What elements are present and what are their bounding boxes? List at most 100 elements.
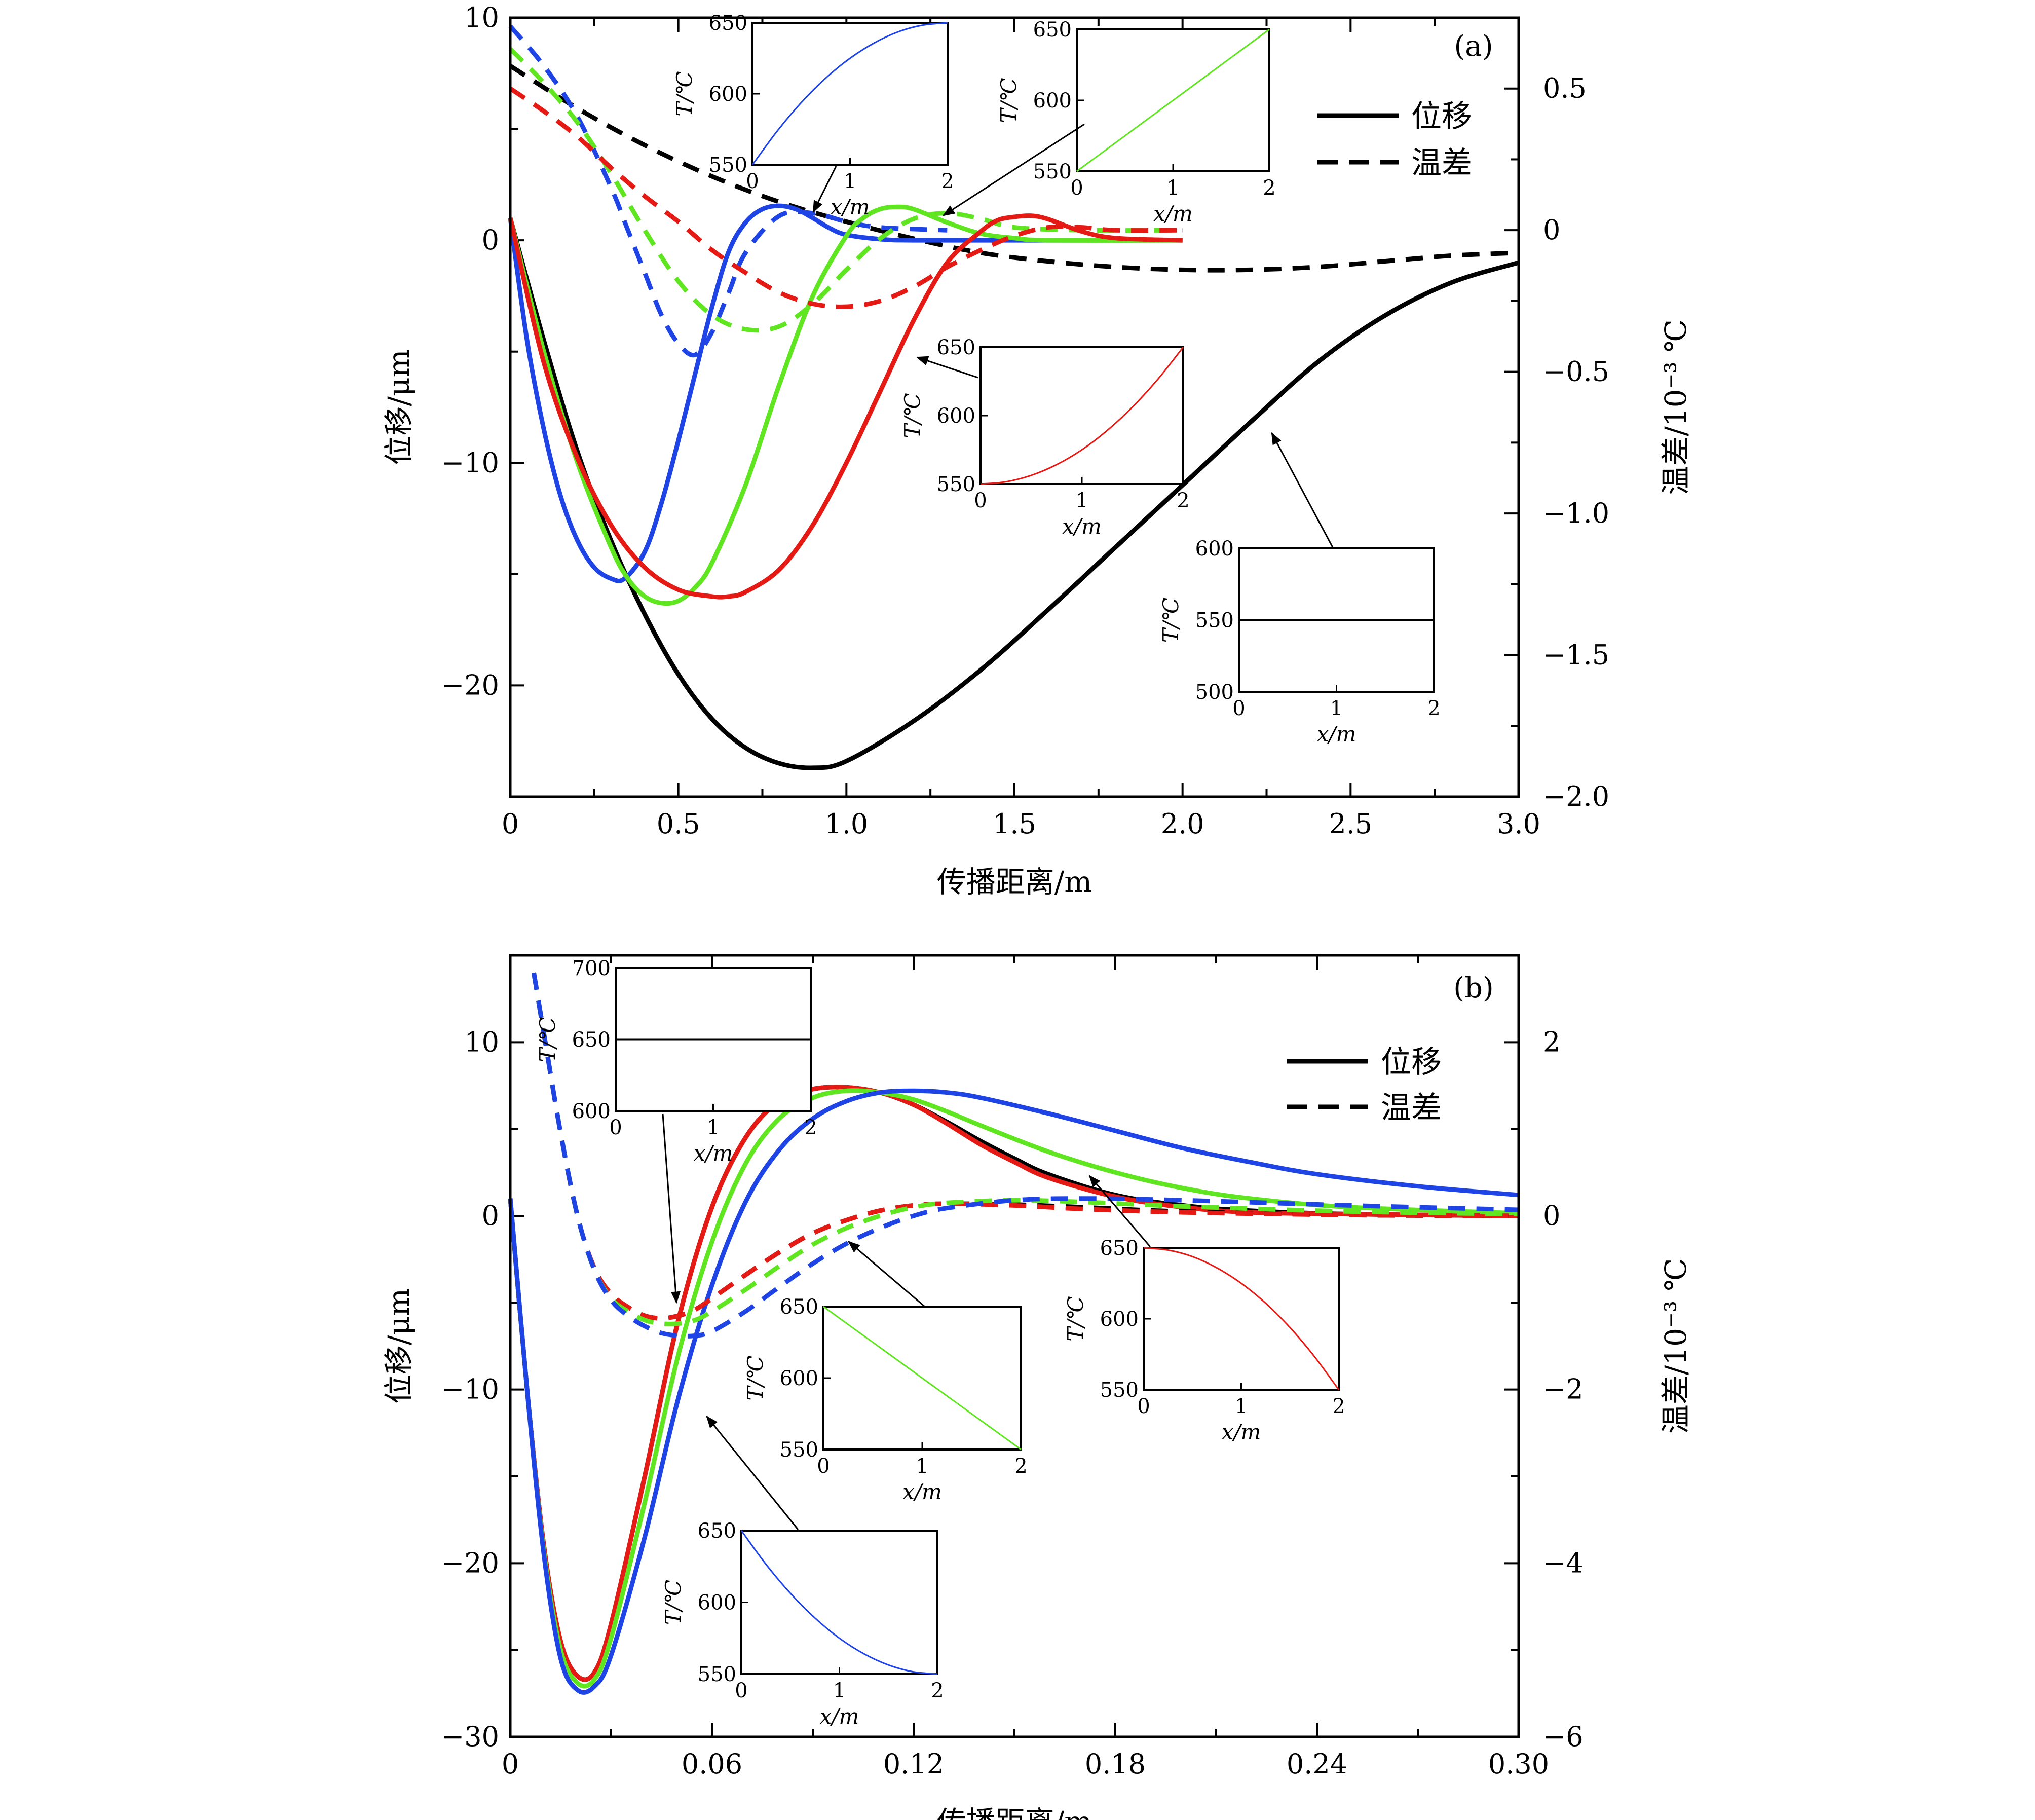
panel-label: (a) — [1454, 30, 1493, 63]
inset-green: 0 1 2 550 600 650 x/m T/℃ — [743, 1241, 1028, 1504]
inset-curve — [751, 22, 948, 165]
legend-solid-label: 位移 — [1381, 1045, 1442, 1080]
inset-red: 0 1 2 550 600 650 x/m T/℃ — [900, 336, 1190, 539]
y-right-tick-label: −4 — [1543, 1547, 1584, 1579]
x-tick-label: 0.12 — [883, 1748, 944, 1780]
panel-b: 0 0.06 0.12 0.18 0.24 0.30−30−20−10010−6−4−20… — [382, 954, 1693, 1820]
series-red-solid — [508, 213, 1183, 600]
inset-x-tick-label: 2 — [1427, 697, 1440, 720]
inset-curve — [980, 347, 1184, 485]
inset-y-tick-label: 600 — [709, 83, 747, 106]
inset-y-tick-label: 600 — [572, 1100, 611, 1123]
inset-x-tick-label: 0 — [735, 1679, 747, 1702]
series-black-solid — [508, 217, 1520, 770]
inset-arrow — [1088, 1175, 1151, 1247]
y-right-tick-label: −2 — [1543, 1373, 1584, 1405]
y-right-tick-label: −1.5 — [1543, 639, 1609, 671]
inset-y-tick-label: 700 — [572, 957, 611, 980]
y-right-tick-label: −6 — [1543, 1721, 1584, 1753]
x-tick-label: 0.06 — [682, 1748, 742, 1780]
inset-x-tick-label: 1 — [833, 1679, 846, 1702]
inset-y-tick-label: 550 — [937, 473, 975, 496]
y-left-tick-label: 0 — [482, 1200, 499, 1232]
inset-y-tick-label: 650 — [780, 1295, 818, 1319]
y-right-tick-label: −2.0 — [1543, 781, 1609, 812]
inset-arrow — [942, 123, 1085, 216]
inset-black: 0 1 2 600 650 700 x/m T/℃ — [535, 957, 817, 1304]
inset-x-tick-label: 2 — [1332, 1395, 1345, 1418]
inset-curve — [740, 1530, 938, 1675]
inset-curve — [1076, 28, 1270, 172]
inset-x-tick-label: 1 — [1235, 1395, 1248, 1418]
x-axis-label: 传播距离/m — [937, 865, 1092, 899]
inset-y-tick-label: 600 — [698, 1591, 736, 1615]
inset-y-tick-label: 650 — [1100, 1237, 1139, 1260]
inset-red: 0 1 2 550 600 650 x/m T/℃ — [1063, 1175, 1345, 1444]
inset-x-tick-label: 2 — [1263, 176, 1275, 200]
y-left-tick-label: −30 — [441, 1721, 499, 1753]
x-tick-label: 2.5 — [1329, 808, 1372, 840]
series-blue-dashed — [531, 972, 1519, 1339]
inset-frame — [979, 346, 1184, 485]
series-red-dashed — [509, 86, 1183, 309]
inset-black: 0 1 2 500 550 600 x/m T/℃ — [1158, 432, 1441, 747]
y-right-tick-label: −1.0 — [1543, 497, 1609, 529]
inset-x-tick-label: 1 — [1166, 176, 1179, 200]
inset-arrow — [848, 1241, 925, 1308]
inset-y-tick-label: 550 — [1100, 1379, 1139, 1402]
inset-x-tick-label: 0 — [1137, 1395, 1150, 1418]
inset-y-tick-label: 550 — [698, 1663, 736, 1686]
y-right-axis-label: 温差/10⁻³ ℃ — [1659, 319, 1693, 495]
inset-x-tick-label: 1 — [1075, 489, 1088, 512]
inset-arrow — [706, 1416, 799, 1530]
inset-curve — [823, 1306, 1022, 1451]
inset-x-label: x/m — [694, 1141, 733, 1166]
inset-green: 0 1 2 550 600 650 x/m T/℃ — [942, 18, 1276, 226]
inset-frame — [740, 1530, 938, 1675]
plot-frame — [509, 954, 1520, 1738]
inset-y-label: T/℃ — [743, 1355, 768, 1400]
inset-y-tick-label: 550 — [1195, 609, 1234, 633]
y-left-tick-label: 10 — [464, 2, 499, 33]
legend-solid-label: 位移 — [1411, 99, 1472, 134]
x-tick-label: 0.18 — [1085, 1748, 1146, 1780]
inset-arrow — [662, 1113, 681, 1304]
inset-y-tick-label: 500 — [1195, 681, 1234, 704]
inset-x-tick-label: 1 — [1330, 697, 1343, 720]
inset-x-tick-label: 0 — [817, 1455, 830, 1478]
inset-blue: 0 1 2 550 600 650 x/m T/℃ — [661, 1416, 944, 1729]
inset-y-tick-label: 600 — [780, 1367, 818, 1390]
y-right-tick-label: 2 — [1543, 1026, 1560, 1058]
inset-y-label: T/℃ — [1158, 598, 1183, 643]
inset-x-label: x/m — [1153, 201, 1193, 226]
inset-y-label: T/℃ — [1063, 1296, 1088, 1341]
inset-y-label: T/℃ — [672, 71, 697, 116]
y-right-tick-label: −0.5 — [1543, 356, 1609, 388]
panel-label: (b) — [1453, 972, 1494, 1005]
inset-x-tick-label: 1 — [844, 170, 856, 193]
inset-x-tick-label: 0 — [609, 1116, 622, 1139]
inset-x-label: x/m — [902, 1479, 942, 1504]
x-tick-label: 0.30 — [1488, 1748, 1549, 1780]
y-right-axis-label: 温差/10⁻³ ℃ — [1659, 1258, 1693, 1434]
x-axis-label: 传播距离/m — [937, 1805, 1092, 1820]
inset-y-label: T/℃ — [900, 393, 925, 438]
inset-arrow — [1271, 432, 1334, 548]
x-tick-label: 0 — [502, 808, 519, 840]
inset-y-tick-label: 650 — [698, 1519, 736, 1543]
series-blue-solid — [508, 1088, 1519, 1695]
y-left-tick-label: −10 — [441, 447, 499, 478]
inset-x-tick-label: 2 — [1177, 489, 1189, 512]
y-right-tick-label: 0 — [1543, 1200, 1560, 1232]
x-tick-label: 2.0 — [1161, 808, 1204, 840]
y-left-tick-label: 10 — [464, 1026, 499, 1058]
inset-x-tick-label: 0 — [746, 170, 759, 193]
series-group — [508, 24, 1520, 770]
y-left-tick-label: 0 — [482, 224, 499, 256]
inset-curve — [1143, 1247, 1340, 1390]
inset-x-tick-label: 2 — [804, 1116, 817, 1139]
inset-x-tick-label: 1 — [916, 1455, 928, 1478]
x-tick-label: 0 — [502, 1748, 519, 1780]
